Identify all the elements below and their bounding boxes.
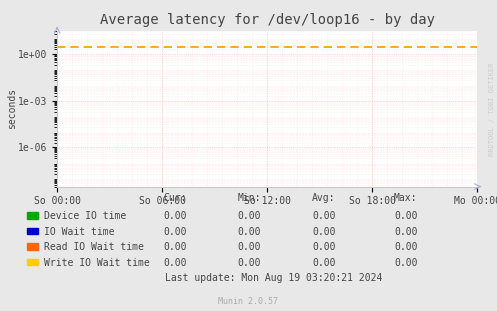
Text: 0.00: 0.00 xyxy=(394,227,417,237)
Text: 0.00: 0.00 xyxy=(312,211,335,221)
Text: IO Wait time: IO Wait time xyxy=(44,227,115,237)
Text: 0.00: 0.00 xyxy=(163,242,186,252)
Text: 0.00: 0.00 xyxy=(163,211,186,221)
Text: 0.00: 0.00 xyxy=(312,258,335,268)
Text: Last update: Mon Aug 19 03:20:21 2024: Last update: Mon Aug 19 03:20:21 2024 xyxy=(165,273,382,283)
Text: 0.00: 0.00 xyxy=(312,242,335,252)
Text: Avg:: Avg: xyxy=(312,193,335,202)
Text: Read IO Wait time: Read IO Wait time xyxy=(44,242,144,252)
Title: Average latency for /dev/loop16 - by day: Average latency for /dev/loop16 - by day xyxy=(99,13,435,27)
Text: Min:: Min: xyxy=(238,193,261,202)
Text: 0.00: 0.00 xyxy=(394,242,417,252)
Text: 0.00: 0.00 xyxy=(238,242,261,252)
Y-axis label: seconds: seconds xyxy=(6,88,17,129)
Text: 0.00: 0.00 xyxy=(394,258,417,268)
Text: 0.00: 0.00 xyxy=(238,258,261,268)
Text: 0.00: 0.00 xyxy=(312,227,335,237)
Text: 0.00: 0.00 xyxy=(163,227,186,237)
Text: 0.00: 0.00 xyxy=(394,211,417,221)
Text: Munin 2.0.57: Munin 2.0.57 xyxy=(219,297,278,306)
Text: Write IO Wait time: Write IO Wait time xyxy=(44,258,150,268)
Text: Max:: Max: xyxy=(394,193,417,202)
Text: 0.00: 0.00 xyxy=(238,211,261,221)
Text: 0.00: 0.00 xyxy=(163,258,186,268)
Text: Cur:: Cur: xyxy=(163,193,186,202)
Text: RRDTOOL / TOBI OETIKER: RRDTOOL / TOBI OETIKER xyxy=(489,62,495,156)
Text: 0.00: 0.00 xyxy=(238,227,261,237)
Text: Device IO time: Device IO time xyxy=(44,211,126,221)
